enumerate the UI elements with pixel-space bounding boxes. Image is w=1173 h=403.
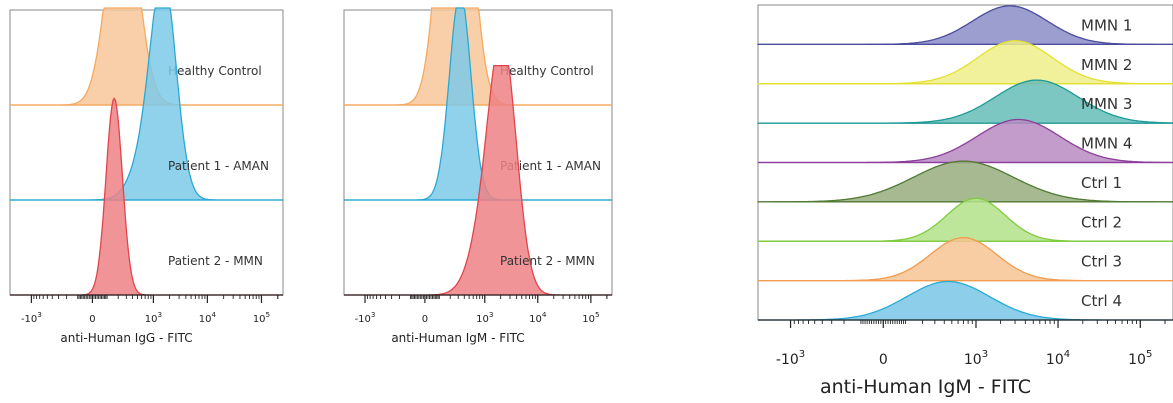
- series-mmn-2: MMN 2: [757, 40, 1173, 85]
- series-mmn-3: MMN 3: [757, 79, 1173, 124]
- series-label: Ctrl 4: [1081, 292, 1122, 310]
- series-ctrl-1: Ctrl 1: [757, 160, 1173, 203]
- series-patient-1-aman: Patient 1 - AMAN: [10, 7, 283, 201]
- x-tick-label: 105: [253, 310, 270, 325]
- histogram-area: [757, 160, 1173, 203]
- series-label: Patient 1 - AMAN: [168, 159, 269, 173]
- x-tick-label: 103: [145, 310, 162, 325]
- series-label: Ctrl 1: [1081, 174, 1122, 192]
- x-tick-label: -103: [355, 310, 376, 325]
- x-tick-label: -103: [21, 310, 42, 325]
- x-axis-title: anti-Human IgM - FITC: [391, 331, 524, 345]
- x-axis: -103 0 103 104 105: [10, 294, 283, 325]
- x-tick-label: 104: [199, 310, 217, 325]
- panel-igm-individual: MMN 1 MMN 2 MMN 3 MMN 4 Ctrl 1 Ctrl 2 Ctrl 3 Ct…: [757, 4, 1173, 398]
- series-label: MMN 4: [1081, 135, 1132, 153]
- series-label: Ctrl 3: [1081, 253, 1122, 271]
- series-ctrl-3: Ctrl 3: [757, 236, 1173, 282]
- x-tick-label: 0: [89, 314, 95, 325]
- x-axis-title: anti-Human IgM - FITC: [820, 376, 1031, 398]
- x-tick-label: 104: [529, 310, 547, 325]
- series-label: MMN 2: [1081, 56, 1132, 74]
- series-ctrl-2: Ctrl 2: [757, 197, 1173, 242]
- series-mmn-1: MMN 1: [757, 5, 1173, 46]
- x-tick-label: 104: [1046, 349, 1070, 368]
- x-tick-label: -103: [776, 349, 805, 368]
- series-patient-1-aman: Patient 1 - AMAN: [344, 7, 612, 201]
- panels: Healthy Control Patient 1 - AMAN Patient 2…: [9, 4, 1173, 398]
- x-axis: -103 0 103 104 105: [758, 319, 1173, 368]
- x-tick-label: 105: [1128, 349, 1152, 368]
- x-tick-label: 103: [964, 349, 988, 368]
- series-label: Patient 2 - MMN: [168, 254, 263, 268]
- x-tick-label: 0: [879, 352, 888, 368]
- panel-igm: Healthy Control Patient 1 - AMAN Patient 2…: [343, 7, 613, 345]
- series-healthy-control: Healthy Control: [344, 7, 612, 106]
- x-tick-label: 0: [422, 314, 428, 325]
- series-label: MMN 1: [1081, 16, 1132, 34]
- histogram-area: [344, 7, 612, 106]
- series-label: Healthy Control: [500, 64, 594, 78]
- panel-igg: Healthy Control Patient 1 - AMAN Patient 2…: [9, 7, 284, 345]
- series-mmn-4: MMN 4: [758, 118, 1173, 164]
- x-tick-label: 105: [582, 310, 599, 325]
- x-axis-title: anti-Human IgG - FITC: [60, 331, 192, 345]
- series-ctrl-4: Ctrl 4: [758, 280, 1173, 321]
- series-label: Ctrl 2: [1081, 213, 1122, 231]
- series-label: MMN 3: [1081, 95, 1132, 113]
- series-label: Healthy Control: [168, 64, 262, 78]
- x-tick-label: 103: [476, 310, 493, 325]
- x-axis: -103 0 103 104 105: [344, 294, 612, 325]
- series-label: Patient 1 - AMAN: [500, 159, 601, 173]
- series-label: Patient 2 - MMN: [500, 254, 595, 268]
